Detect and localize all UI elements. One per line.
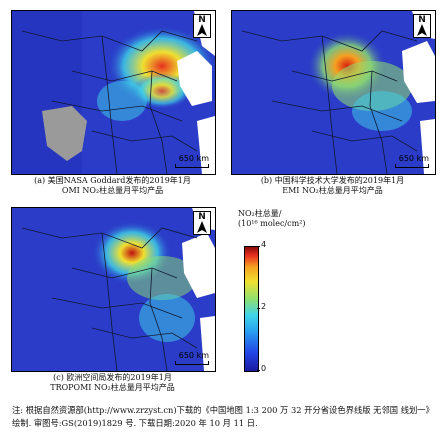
legend-title: NO₂柱总量/ (10¹⁶ molec/cm²): [238, 209, 306, 229]
map-panel-a: N 650 km: [11, 10, 216, 175]
scale-bar: 650 km: [175, 351, 209, 365]
legend-tick-mid: 2: [261, 302, 267, 311]
caption-c-line1: (c) 欧洲空间局发布的2019年1月: [53, 373, 172, 382]
caption-a-line1: (a) 美国NASA Goddard发布的2019年1月: [34, 176, 191, 185]
map-panel-b: N 650 km: [231, 10, 436, 175]
caption-c: (c) 欧洲空间局发布的2019年1月 TROPOMI NO₂柱总量月平均产品: [11, 373, 214, 393]
no2-map-c: [12, 208, 215, 371]
north-arrow: N: [413, 14, 431, 38]
north-arrow-icon: [197, 24, 207, 36]
scale-label: 650 km: [178, 351, 209, 360]
caption-b-line1: (b) 中国科学技术大学发布的2019年1月: [260, 176, 405, 185]
legend-title-line1: NO₂柱总量/: [238, 209, 282, 218]
scale-bar: 650 km: [175, 154, 209, 168]
north-arrow-icon: [417, 24, 427, 36]
scale-label: 650 km: [178, 154, 209, 163]
legend-title-line2: (10¹⁶ molec/cm²): [238, 219, 306, 228]
north-label: N: [198, 15, 206, 25]
north-label: N: [198, 212, 206, 222]
caption-a: (a) 美国NASA Goddard发布的2019年1月 OMI NO₂柱总量月…: [11, 176, 214, 196]
north-arrow: N: [193, 211, 211, 235]
no2-map-a: [12, 11, 215, 174]
north-label: N: [418, 15, 426, 25]
scale-label: 650 km: [398, 154, 429, 163]
no2-map-b: [232, 11, 435, 174]
legend-tick-min: 0: [261, 364, 267, 373]
caption-c-line2: TROPOMI NO₂柱总量月平均产品: [50, 383, 175, 392]
scale-bar: 650 km: [395, 154, 429, 168]
legend-tick-max: 4: [261, 240, 267, 249]
caption-b-line2: EMI NO₂柱总量月平均产品: [282, 186, 383, 195]
map-panel-c: N 650 km: [11, 207, 216, 372]
north-arrow-icon: [197, 221, 207, 233]
north-arrow: N: [193, 14, 211, 38]
color-scale-bar: [244, 246, 259, 372]
caption-b: (b) 中国科学技术大学发布的2019年1月 EMI NO₂柱总量月平均产品: [231, 176, 434, 196]
footnote: 注: 根据自然资源部(http://www.zrzyst.cn)下载的《中国地图…: [12, 405, 430, 428]
caption-a-line2: OMI NO₂柱总量月平均产品: [61, 186, 164, 195]
